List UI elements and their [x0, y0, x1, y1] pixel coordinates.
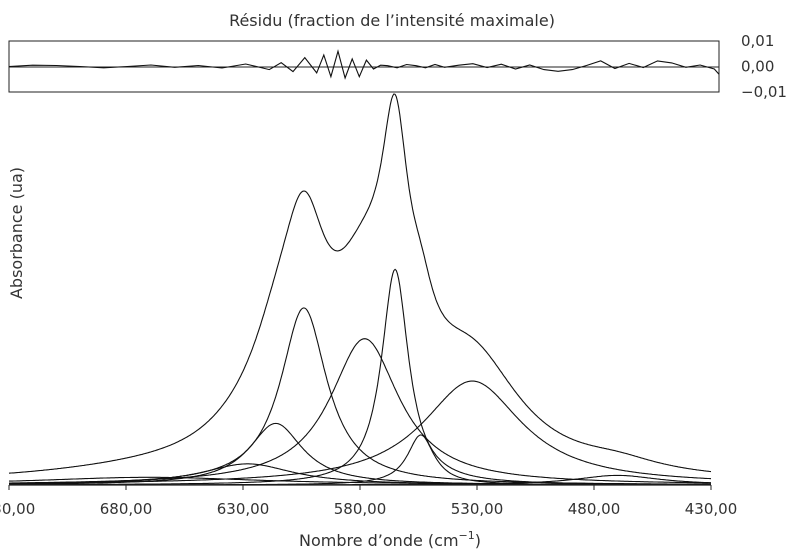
component-peak [9, 476, 711, 486]
residual-tick-label: 0,01 [741, 32, 774, 50]
x-axis-label-suffix: ) [475, 531, 481, 550]
x-tick-label: 580,00 [334, 500, 387, 518]
peak-components [9, 268, 712, 486]
residual-title: Résidu (fraction de l’intensité maximale… [229, 11, 555, 30]
x-tick-label: 530,00 [451, 500, 504, 518]
x-axis-label: Nombre d’onde (cm−1) [299, 529, 481, 550]
residual-tick-label: −0,01 [741, 83, 787, 101]
absorbance-envelope [8, 93, 712, 474]
residual-series [8, 49, 720, 80]
x-tick-label: 480,00 [568, 500, 621, 518]
component-peak [9, 268, 711, 486]
x-axis-label-main: Nombre d’onde (cm [299, 531, 459, 550]
residual-line [8, 49, 720, 80]
x-axis-ticks: 730,00 680,00 630,00 580,00 530,00 480,00 430,… [0, 485, 737, 518]
x-tick-label: 430,00 [685, 500, 738, 518]
x-tick-label: 680,00 [100, 500, 153, 518]
x-tick-label: 730,00 [0, 500, 35, 518]
envelope-line [8, 93, 712, 474]
residual-tick-label: 0,00 [741, 58, 774, 76]
component-peak [9, 338, 711, 484]
x-axis-label-superscript: −1 [459, 529, 475, 542]
component-peak [9, 307, 711, 485]
x-tick-label: 630,00 [217, 500, 270, 518]
residual-y-ticks: 0,01 0,00 −0,01 [741, 32, 787, 101]
component-peak [9, 380, 712, 484]
y-axis-label: Absorbance (ua) [7, 167, 26, 299]
